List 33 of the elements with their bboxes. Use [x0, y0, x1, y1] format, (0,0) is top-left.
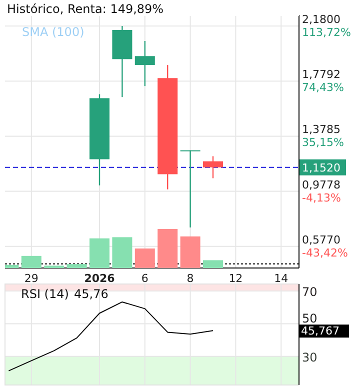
y-tick-label: 1,7792 — [302, 68, 340, 82]
bar — [112, 237, 132, 268]
y-tick-label: 1,3785 — [302, 123, 340, 136]
chart-title: Histórico, Renta: 149,89% — [7, 2, 164, 16]
bar — [66, 264, 87, 268]
bar — [158, 229, 178, 268]
y2-tick-label: 113,72% — [302, 26, 351, 39]
text: 45,767 — [301, 324, 340, 338]
bar — [90, 238, 110, 268]
chart-title: RSI (14) — [21, 287, 69, 301]
x-tick-label: 12 — [228, 272, 243, 285]
y-tick-label: 2,1800 — [302, 13, 340, 26]
y-tick-label: 0,5770 — [302, 233, 340, 246]
y2-tick-label: 74,43% — [302, 81, 344, 94]
y-tick-label: 30 — [302, 350, 318, 364]
annotation: 45,76 — [74, 287, 108, 301]
x-tick-label: 2026 — [84, 272, 116, 285]
y-tick-label: 70 — [302, 285, 318, 300]
bar — [21, 256, 42, 268]
y2-tick-label: -4,13% — [302, 191, 341, 204]
x-tick-label: 29 — [24, 272, 38, 285]
y-tick-label: 0,9778 — [302, 178, 340, 192]
x-tick-label: 8 — [186, 272, 194, 285]
annotation: SMA (100) — [22, 25, 84, 39]
bar — [180, 236, 200, 268]
y2-tick-label: 35,15% — [302, 136, 344, 150]
bar — [203, 260, 223, 268]
y-tick-label: 50 — [302, 312, 318, 326]
ref-line-label: 1,1520 — [302, 161, 340, 174]
x-tick-label: 6 — [141, 272, 148, 285]
y2-tick-label: -43,42% — [302, 246, 348, 260]
bar — [134, 248, 155, 268]
x-tick-label: 14 — [274, 272, 288, 285]
